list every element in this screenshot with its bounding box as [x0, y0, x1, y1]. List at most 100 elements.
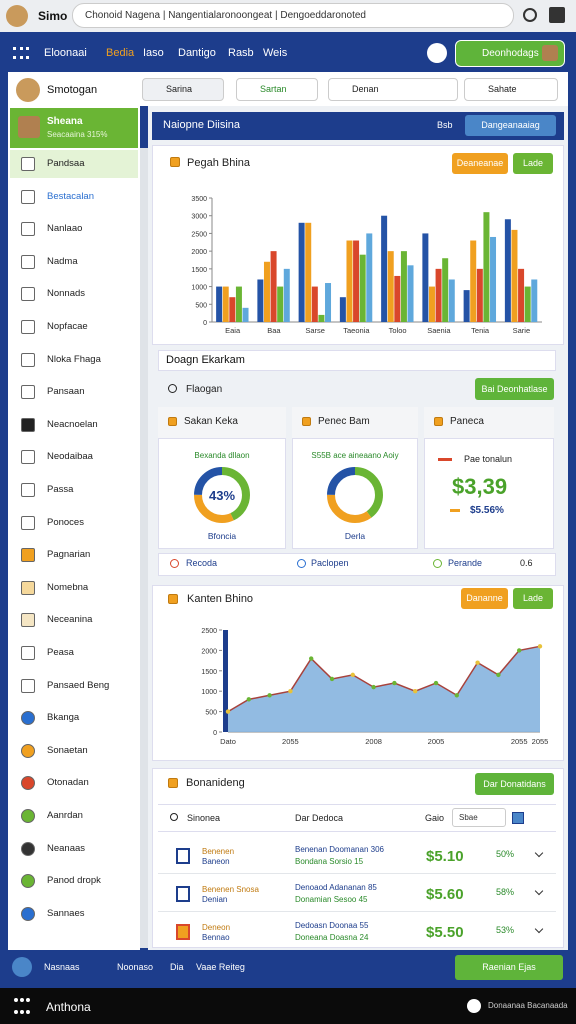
taskbar-icon[interactable] [14, 998, 30, 1014]
sidebar-item[interactable]: Peasa [47, 647, 74, 658]
sidebar-item[interactable]: Aanrdan [47, 810, 83, 821]
nav-item[interactable]: Rasb [228, 47, 254, 59]
sidebar-item[interactable]: Sonaetan [47, 744, 88, 756]
sidebar-item[interactable]: Nopfacae [47, 321, 88, 332]
y-tick-label: 2500 [191, 231, 207, 238]
sidebar-item[interactable]: Pansaan [47, 386, 85, 398]
sidebar-item[interactable]: Sannaes [47, 907, 85, 919]
icon [21, 450, 35, 465]
donut-label: 43% [209, 488, 235, 503]
sidebar-item[interactable]: Nloka Fhaga [47, 353, 101, 365]
sidebar-item[interactable]: Neceanina [47, 614, 93, 626]
section-search[interactable]: Flaogan [186, 384, 223, 395]
toolbar-filter[interactable] [236, 78, 318, 101]
column-header[interactable]: Dar Dedoca [295, 813, 344, 823]
menu-icon[interactable] [549, 7, 565, 23]
button[interactable]: Deaneanae [452, 153, 508, 174]
button[interactable]: Lade [513, 588, 553, 609]
link[interactable]: Paclopen [311, 558, 349, 568]
sidebar-item[interactable]: Passa [47, 484, 74, 495]
bar [387, 251, 394, 322]
header-title: Naiopne Diisina [163, 119, 241, 131]
toolbar-text: Denan [352, 84, 379, 94]
card-title: Penec Bam [318, 416, 370, 427]
point [309, 656, 314, 661]
nav-menu-icon[interactable] [13, 47, 29, 59]
sidebar-item[interactable]: Otonadan [47, 777, 89, 789]
footer-item[interactable]: Vaae Reiteg [196, 962, 245, 972]
button[interactable]: Bai Deonhatlase [475, 378, 554, 400]
button[interactable]: Dangeanaaiag [465, 115, 556, 136]
nav-item[interactable]: Iaso [143, 47, 164, 59]
bar [442, 258, 449, 322]
link[interactable]: Perande [448, 558, 483, 568]
sidebar-item[interactable]: Nonnads [47, 288, 86, 300]
sidebar-item[interactable]: Nanlaao [47, 223, 83, 235]
point [225, 709, 231, 714]
toolbar-sort[interactable] [464, 78, 558, 101]
nav-item[interactable]: Dantigo [178, 47, 216, 59]
footer-item[interactable]: Noonaso [117, 962, 154, 972]
bar [463, 290, 470, 322]
bar [318, 314, 325, 322]
point [267, 693, 272, 698]
bar [511, 229, 518, 322]
sidebar-item[interactable]: Panod dropk [47, 875, 101, 887]
sidebar-item[interactable]: Pagnarian [47, 549, 91, 561]
sidebar-item[interactable]: Neacnoelan [47, 418, 98, 430]
column-header[interactable]: Gaio [425, 813, 445, 823]
link[interactable]: 0.6 [520, 558, 533, 568]
card-header [158, 407, 286, 439]
sidebar-item[interactable]: Nadma [47, 255, 78, 267]
row-divider [158, 911, 556, 912]
url-bar[interactable]: Chonoid Nagena | Nangentialaronoongeat |… [72, 3, 514, 28]
toolbar-search[interactable] [328, 78, 458, 101]
button[interactable]: Raenian Ejas [455, 955, 563, 980]
row-change: 53% [496, 925, 515, 935]
bar [518, 268, 525, 322]
reload-icon[interactable] [523, 8, 537, 22]
footer-icon[interactable] [12, 957, 32, 977]
icon [21, 515, 35, 530]
row-detail: Benenan Doomanan 306 [295, 845, 384, 854]
toolbar-select[interactable] [142, 78, 224, 101]
row-icon [176, 886, 190, 902]
sidebar-item[interactable]: Neodaibaa [47, 451, 93, 463]
taskbar-search[interactable] [467, 999, 481, 1013]
sidebar-item[interactable]: Nomebna [47, 581, 89, 593]
bar [394, 275, 401, 322]
x-tick-label: Sarse [305, 326, 325, 335]
sidebar-item[interactable]: Ponoces [47, 516, 84, 528]
bar [229, 297, 236, 322]
donut-segment [327, 467, 383, 523]
footer-item[interactable]: Dia [170, 962, 184, 972]
sidebar-item[interactable]: Bestacalan [47, 190, 95, 202]
nav-button[interactable]: Deonhodags [455, 40, 565, 67]
link-icon [433, 559, 442, 568]
point [496, 672, 501, 678]
button[interactable]: Dar Donatidans [475, 773, 554, 795]
button[interactable]: Dananne [461, 588, 508, 609]
icon [21, 287, 35, 302]
filter-icon[interactable] [512, 812, 524, 824]
footer-item[interactable]: Nasnaas [44, 962, 80, 972]
sidebar-item[interactable]: Pandsaa [47, 158, 85, 169]
icon [21, 320, 35, 334]
nav-icon[interactable] [427, 43, 447, 63]
link[interactable]: Recoda [186, 558, 218, 568]
point [246, 697, 251, 702]
nav-item[interactable]: Bedia [106, 47, 135, 59]
column-header[interactable]: Sinonea [187, 813, 221, 823]
row-detail: Donamian Sesoo 45 [295, 895, 368, 904]
bar [257, 279, 264, 322]
table-search-text[interactable]: Sbae [459, 813, 478, 822]
button[interactable]: Lade [513, 153, 553, 174]
nav-item[interactable]: Weis [263, 47, 288, 59]
point [433, 680, 439, 686]
sidebar-item[interactable]: Bkanga [47, 712, 80, 724]
profile-name: Smotogan [47, 84, 98, 96]
card-title: Kanten Bhino [187, 593, 254, 605]
nav-item[interactable]: Eloonaai [44, 47, 87, 59]
sidebar-item[interactable]: Neanaas [47, 842, 86, 854]
sidebar-item[interactable]: Pansaed Beng [47, 679, 110, 691]
